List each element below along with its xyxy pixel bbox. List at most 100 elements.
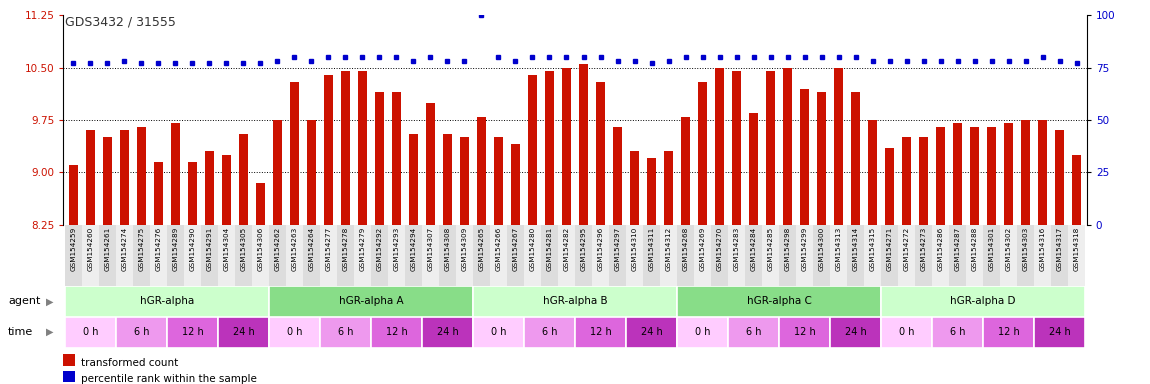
Bar <box>664 151 673 225</box>
Bar <box>762 225 779 286</box>
Text: GSM154306: GSM154306 <box>258 227 263 271</box>
Bar <box>813 225 830 286</box>
Text: GSM154300: GSM154300 <box>819 227 825 271</box>
Bar <box>592 225 610 286</box>
Bar <box>983 317 1034 348</box>
Text: GSM154276: GSM154276 <box>155 227 161 271</box>
Text: 6 h: 6 h <box>542 327 558 337</box>
Text: GSM154267: GSM154267 <box>513 227 519 271</box>
Text: GSM154307: GSM154307 <box>428 227 434 271</box>
Bar <box>269 286 473 317</box>
Text: 24 h: 24 h <box>1049 327 1071 337</box>
Text: GSM154261: GSM154261 <box>105 227 110 271</box>
Bar <box>969 127 979 225</box>
Bar <box>646 158 657 225</box>
Bar <box>408 134 419 225</box>
Text: GSM154282: GSM154282 <box>564 227 569 271</box>
Text: GSM154280: GSM154280 <box>529 227 536 271</box>
Bar <box>575 317 626 348</box>
Bar <box>677 286 881 317</box>
Text: 24 h: 24 h <box>641 327 662 337</box>
Bar <box>64 225 82 286</box>
Bar <box>507 225 524 286</box>
Bar <box>477 116 486 225</box>
Bar <box>1034 225 1051 286</box>
Text: percentile rank within the sample: percentile rank within the sample <box>81 374 256 384</box>
Text: GSM154292: GSM154292 <box>376 227 383 271</box>
Text: GSM154309: GSM154309 <box>461 227 468 271</box>
Text: transformed count: transformed count <box>81 358 178 368</box>
Bar <box>269 225 286 286</box>
Bar <box>426 103 435 225</box>
Bar <box>137 127 146 225</box>
Bar <box>371 317 422 348</box>
Bar <box>987 127 996 225</box>
Bar <box>830 317 881 348</box>
Bar <box>490 225 507 286</box>
Bar <box>902 137 911 225</box>
Bar <box>728 317 779 348</box>
Text: 24 h: 24 h <box>844 327 866 337</box>
Bar <box>578 64 588 225</box>
Bar <box>816 92 826 225</box>
Bar <box>834 68 843 225</box>
Text: GSM154313: GSM154313 <box>836 227 842 271</box>
Text: GSM154314: GSM154314 <box>852 227 859 271</box>
Text: 6 h: 6 h <box>338 327 353 337</box>
Bar <box>766 71 775 225</box>
Text: GSM154308: GSM154308 <box>445 227 451 271</box>
Bar <box>422 225 439 286</box>
Text: 0 h: 0 h <box>286 327 302 337</box>
Text: GDS3432 / 31555: GDS3432 / 31555 <box>64 15 176 28</box>
Bar <box>235 225 252 286</box>
Bar <box>864 225 881 286</box>
Text: 0 h: 0 h <box>899 327 914 337</box>
Bar <box>681 116 690 225</box>
Text: GSM154286: GSM154286 <box>937 227 943 271</box>
Text: GSM154278: GSM154278 <box>343 227 348 271</box>
Bar <box>919 137 928 225</box>
Bar <box>218 225 235 286</box>
Bar <box>302 225 320 286</box>
Bar <box>677 317 728 348</box>
Bar <box>218 317 269 348</box>
Text: GSM154299: GSM154299 <box>802 227 807 271</box>
Bar <box>1072 155 1081 225</box>
Text: GSM154310: GSM154310 <box>631 227 637 271</box>
Bar <box>851 92 860 225</box>
Bar <box>596 82 605 225</box>
Bar <box>915 225 932 286</box>
Text: GSM154316: GSM154316 <box>1040 227 1045 271</box>
Bar <box>171 124 181 225</box>
Text: 12 h: 12 h <box>793 327 815 337</box>
Text: GSM154318: GSM154318 <box>1074 227 1080 271</box>
Bar <box>354 225 371 286</box>
Bar <box>337 225 354 286</box>
Bar <box>868 120 877 225</box>
Bar <box>1037 120 1048 225</box>
Text: GSM154317: GSM154317 <box>1057 227 1063 271</box>
Bar <box>524 317 575 348</box>
Bar <box>324 74 333 225</box>
Bar <box>493 137 504 225</box>
Bar <box>558 225 575 286</box>
Text: 0 h: 0 h <box>695 327 711 337</box>
Bar <box>255 183 266 225</box>
Text: GSM154296: GSM154296 <box>598 227 604 271</box>
Bar <box>1068 225 1086 286</box>
Bar <box>528 74 537 225</box>
Bar <box>102 137 113 225</box>
Bar <box>830 225 848 286</box>
Bar <box>511 144 520 225</box>
Bar <box>884 148 895 225</box>
Text: hGR-alpha: hGR-alpha <box>140 296 194 306</box>
Bar <box>64 286 269 317</box>
Bar <box>575 225 592 286</box>
Bar <box>698 82 707 225</box>
Bar <box>86 131 95 225</box>
Text: GSM154295: GSM154295 <box>581 227 586 271</box>
Bar <box>167 225 184 286</box>
Text: GSM154304: GSM154304 <box>223 227 230 271</box>
Bar <box>239 134 248 225</box>
Bar <box>936 127 945 225</box>
